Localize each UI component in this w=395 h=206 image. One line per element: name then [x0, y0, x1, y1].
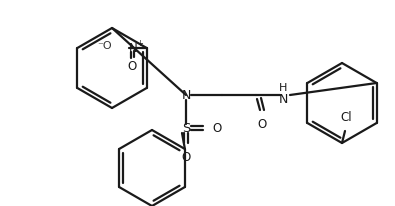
Text: N: N — [278, 92, 288, 105]
Text: N: N — [181, 89, 191, 102]
Text: Cl: Cl — [340, 111, 352, 124]
Text: H: H — [279, 83, 287, 93]
Text: S: S — [182, 122, 190, 135]
Text: O: O — [258, 118, 267, 131]
Text: O: O — [181, 151, 191, 164]
Text: O: O — [127, 60, 136, 73]
Text: ⁻O: ⁻O — [97, 41, 112, 51]
Text: +: + — [137, 39, 143, 48]
Text: O: O — [212, 122, 221, 135]
Text: N: N — [129, 41, 137, 55]
